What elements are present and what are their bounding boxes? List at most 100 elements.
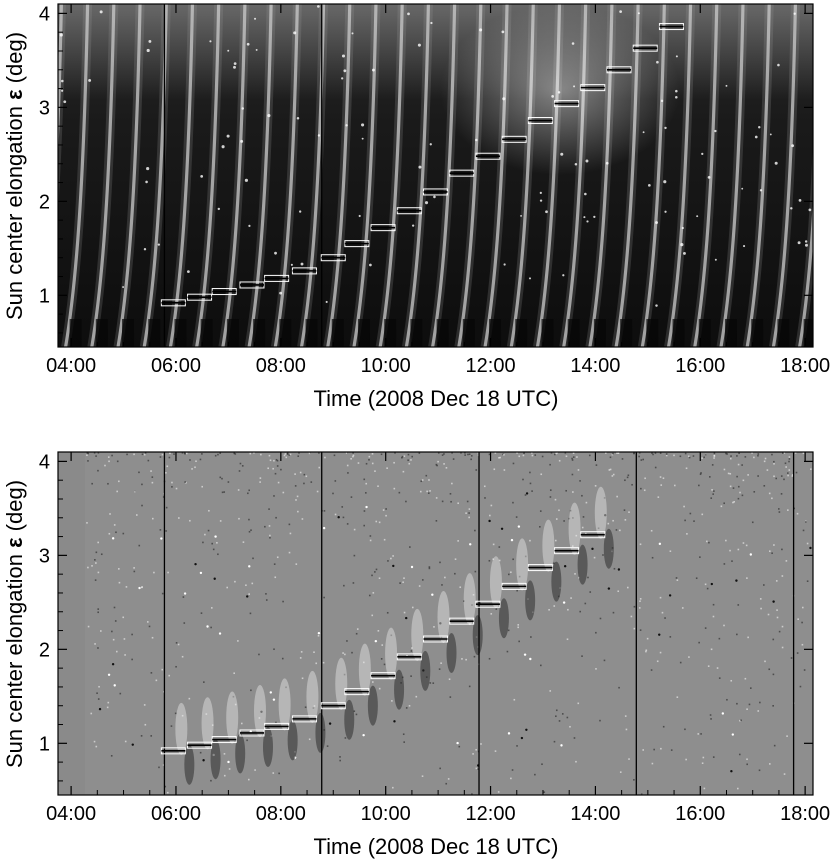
star-point [358,214,361,218]
noise-speck [518,575,521,578]
noise-speck [151,517,154,520]
noise-speck [617,590,620,593]
noise-speck [97,647,99,649]
noise-speck [159,529,162,531]
noise-speck [141,483,143,486]
noise-speck [571,457,573,460]
noise-speck [665,454,668,457]
feature-marker [320,254,346,262]
star-point [591,547,594,551]
noise-speck [402,733,405,736]
streak-halo [768,4,800,347]
noise-speck [110,755,113,757]
noise-speck [343,584,345,587]
noise-speck [378,521,381,524]
noise-speck [783,773,786,775]
noise-speck [133,567,135,569]
noise-speck [654,452,657,454]
noise-speck [181,452,184,454]
noise-speck [516,745,518,747]
noise-speck [116,490,118,493]
noise-speck [704,583,707,586]
noise-speck [383,663,386,666]
noise-speck [703,456,705,459]
noise-speck [510,777,512,780]
noise-speck [785,560,788,562]
x-tick-label: 04:00 [46,803,96,825]
noise-speck [449,492,452,495]
top-y-axis-label-unit: (deg) [2,32,27,89]
noise-speck [541,763,543,766]
streak-halo [716,4,748,347]
noise-speck [624,519,627,521]
noise-speck [781,548,783,551]
noise-speck [374,571,376,573]
noise-speck [375,568,378,571]
noise-speck [269,459,272,462]
feature-marker [658,23,684,31]
noise-speck [778,630,781,633]
noise-speck [751,521,754,524]
streak-foot [305,319,318,347]
bright-front [568,502,581,555]
feature-marker [160,299,186,307]
bottom-y-axis-label-epsilon: ε [2,537,27,548]
noise-speck [451,452,453,454]
noise-speck [233,672,235,675]
streak-foot [672,319,685,347]
noise-speck [185,452,188,455]
streak [352,4,378,347]
noise-speck [741,494,744,497]
noise-speck [689,512,692,515]
noise-speck [474,570,477,573]
star-point [617,568,621,571]
noise-speck [522,478,524,481]
bottom-y-ticks: 1 2 3 4 [39,451,813,782]
dark-trail [344,699,355,740]
noise-speck [457,502,459,505]
noise-speck [571,473,574,476]
noise-speck [494,452,497,454]
noise-speck [93,740,96,743]
feature-marker [396,653,422,661]
noise-speck [200,612,203,614]
noise-speck [449,696,452,698]
noise-speck [572,452,575,454]
noise-speck [386,611,389,614]
noise-speck [288,454,291,456]
noise-speck [510,571,512,574]
noise-speck [477,768,480,770]
noise-speck [565,489,567,492]
streak-foot [724,319,737,347]
star-point [593,215,596,219]
noise-speck [729,485,732,488]
noise-speck [566,716,569,719]
noise-speck [238,517,240,520]
noise-speck [511,769,514,771]
noise-speck [441,584,443,586]
star-point [680,243,684,247]
star-point [681,226,684,230]
star-point [365,505,368,509]
x-tick-label: 14:00 [570,355,620,377]
noise-speck [177,643,180,646]
feature-marker [264,274,290,282]
noise-speck [768,492,771,495]
noise-speck [688,456,691,459]
noise-speck [503,453,505,456]
streak-foot [593,319,606,347]
bottom-image-background [58,452,813,795]
feature-marker [291,267,317,275]
noise-speck [488,453,491,456]
noise-speck [759,701,761,704]
noise-speck [171,481,173,484]
noise-speck [90,712,93,715]
noise-speck [595,668,597,670]
bottom-y-axis-label-text: Sun center elongation [2,548,27,768]
star-point [754,135,758,139]
noise-speck [210,779,212,782]
noise-speck [421,775,424,777]
bright-front [542,519,555,572]
star-point [218,632,222,635]
noise-speck [553,740,556,743]
